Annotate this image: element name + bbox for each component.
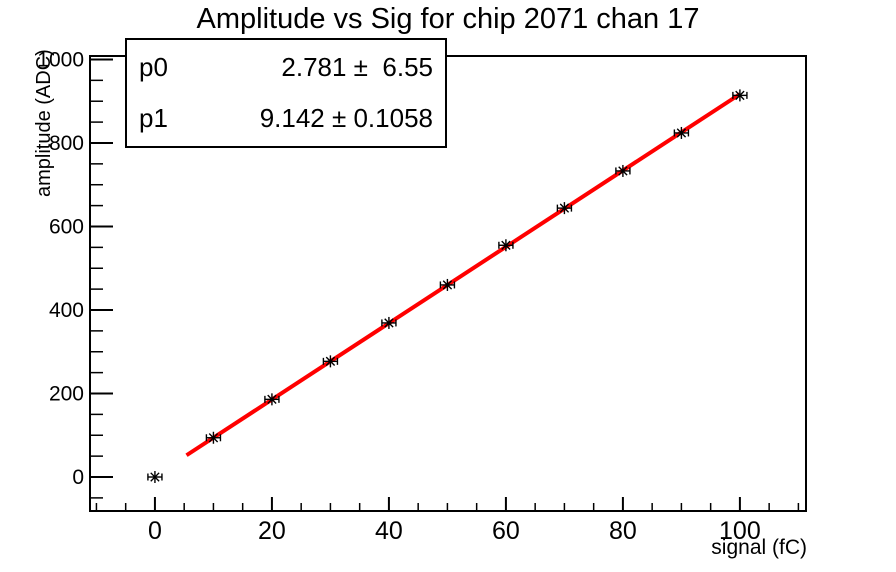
marker-ray — [501, 240, 511, 250]
data-point-marker — [732, 89, 748, 102]
x-tick-label: 60 — [492, 517, 520, 545]
data-point-marker — [322, 355, 339, 368]
y-tick-label: 1000 — [37, 48, 84, 71]
x-tick-label: 20 — [258, 517, 286, 545]
marker-ray — [559, 203, 570, 213]
marker-ray — [735, 90, 745, 101]
marker-ray — [618, 166, 628, 176]
x-tick-label: 40 — [375, 517, 403, 545]
data-point-marker — [498, 239, 514, 252]
y-tick-label: 600 — [49, 215, 84, 238]
data-point-marker — [439, 278, 456, 291]
x-tick-label: 80 — [609, 517, 637, 545]
y-axis-title: amplitude (ADC) — [33, 49, 55, 197]
y-tick-label: 400 — [49, 299, 84, 322]
fit-line — [185, 92, 741, 457]
fit-param-name: p0 — [139, 52, 168, 82]
data-point-marker — [147, 471, 163, 484]
y-tick-label: 800 — [49, 132, 84, 155]
fit-param-value: 9.142 ± 0.1058 — [259, 103, 433, 133]
marker-ray — [325, 356, 336, 367]
data-point-marker — [381, 316, 397, 329]
data-point-marker — [615, 164, 631, 177]
data-point-marker — [264, 393, 280, 406]
fit-param-value: 2.781 ± 6.55 — [281, 52, 433, 82]
marker-ray — [384, 318, 394, 328]
plot-frame — [89, 55, 807, 512]
x-axis-title: signal (fC) — [711, 536, 807, 559]
x-tick-label: 100 — [719, 517, 761, 545]
fit-param-name: p1 — [139, 103, 168, 133]
fit-param-row-p0: p0 2.781 ± 6.55 — [139, 52, 433, 83]
x-tick-label: 0 — [148, 517, 162, 545]
marker-ray — [267, 394, 277, 405]
marker-ray — [150, 472, 160, 482]
marker-ray — [676, 128, 687, 138]
data-point-marker — [673, 126, 690, 139]
fit-param-row-p1: p1 9.142 ± 0.1058 — [139, 103, 433, 134]
fit-stats-box: p0 2.781 ± 6.55 p1 9.142 ± 0.1058 — [125, 38, 447, 148]
data-point-marker — [556, 202, 573, 215]
y-tick-label: 200 — [49, 383, 84, 406]
chart-title: Amplitude vs Sig for chip 2071 chan 17 — [196, 3, 700, 35]
y-tick-label: 0 — [72, 466, 84, 489]
marker-ray — [442, 280, 453, 290]
marker-ray — [208, 433, 219, 443]
data-point-marker — [205, 431, 222, 444]
